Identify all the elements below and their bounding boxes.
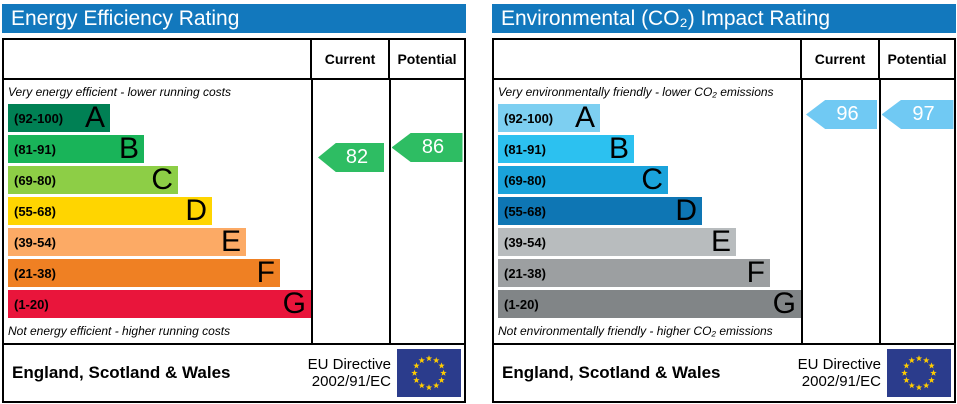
current-rating-arrow: 82 [318,143,384,172]
band-range-label: (21-38) [504,265,546,281]
potential-rating-arrow: 97 [881,100,954,129]
rating-band-d: (55-68) D [8,194,212,227]
band-range-label: (21-38) [14,265,56,281]
bottom-note: Not environmentally friendly - higher CO… [498,324,773,338]
band-range-label: (55-68) [504,203,546,219]
eu-directive-label: EU Directive 2002/91/EC [798,356,881,391]
rating-bands: (92-100) A (81-91) B (69-80) C (55-68) D (39-54)… [8,101,311,321]
rating-band-c: (69-80) C [498,163,668,196]
table-footer: England, Scotland & Wales EU Directive 2… [494,343,954,401]
rating-band-f: (21-38) F [8,256,280,289]
rating-band-g: (1-20) G [498,287,801,320]
current-value-column: 82 [311,80,389,343]
rating-band-e: (39-54) E [498,225,736,258]
region-label: England, Scotland & Wales [12,363,231,382]
bands-area: Very energy efficient - lower running co… [4,80,311,343]
current-column-header: Current [310,40,388,78]
current-column-header: Current [800,40,878,78]
region-label: England, Scotland & Wales [502,363,721,382]
rating-band-d: (55-68) D [498,194,702,227]
band-letter: C [641,163,663,196]
chart-body: Very environmentally friendly - lower CO… [494,80,954,343]
current-rating-value: 82 [345,146,369,168]
rating-bands: (92-100) A (81-91) B (69-80) C (55-68) D (39-54)… [498,101,801,321]
band-letter: E [710,225,731,258]
band-letter: B [118,132,139,165]
rating-band-b: (81-91) B [498,132,634,165]
band-range-label: (69-80) [504,172,546,188]
header-spacer [494,40,800,78]
band-range-label: (39-54) [14,234,56,250]
band-range-label: (1-20) [504,296,539,312]
rating-band-g: (1-20) G [8,287,311,320]
eu-directive-line2: 2002/91/EC [311,373,391,390]
potential-rating-value: 97 [912,103,935,125]
rating-table: Current Potential Very energy efficient … [2,38,466,403]
current-rating-value: 96 [836,103,859,125]
table-header: Current Potential [4,40,464,80]
band-range-label: (1-20) [14,296,49,312]
rating-band-b: (81-91) B [8,132,144,165]
rating-band-f: (21-38) F [498,256,770,289]
band-range-label: (39-54) [504,234,546,250]
band-letter: C [151,163,173,196]
band-letter: F [256,256,275,289]
potential-column-header: Potential [878,40,954,78]
panel-title: Environmental (CO₂) Impact Rating [492,4,956,33]
potential-value-column: 86 [388,80,465,343]
band-range-label: (81-91) [504,141,546,157]
rating-band-e: (39-54) E [8,225,246,258]
eu-directive-label: EU Directive 2002/91/EC [308,356,391,391]
header-spacer [4,40,310,78]
band-letter: D [675,194,697,227]
band-range-label: (55-68) [14,203,56,219]
band-letter: G [772,287,796,320]
band-letter: G [282,287,306,320]
current-rating-arrow: 96 [806,100,877,129]
chart-body: Very energy efficient - lower running co… [4,80,464,343]
eu-directive-line1: EU Directive [797,355,881,373]
eu-directive-line2: 2002/91/EC [801,373,881,390]
band-letter: F [746,256,765,289]
band-range-label: (92-100) [14,110,64,126]
band-letter: D [185,194,207,227]
energy-efficiency-panel: Energy Efficiency Rating Current Potenti… [2,4,466,403]
table-footer: England, Scotland & Wales EU Directive 2… [4,343,464,401]
table-header: Current Potential [494,40,954,80]
potential-value-column: 97 [878,80,955,343]
bottom-note: Not energy efficient - higher running co… [8,324,231,338]
rating-band-a: (92-100) A [8,101,110,134]
bands-area: Very environmentally friendly - lower CO… [494,80,801,343]
environmental-impact-panel: Environmental (CO₂) Impact Rating Curren… [492,4,956,403]
band-letter: A [84,101,105,134]
panel-title: Energy Efficiency Rating [2,4,466,33]
band-letter: B [608,132,629,165]
rating-band-a: (92-100) A [498,101,600,134]
rating-band-c: (69-80) C [8,163,178,196]
potential-rating-value: 86 [421,136,445,158]
potential-column-header: Potential [388,40,464,78]
eu-directive-line1: EU Directive [307,355,391,373]
potential-rating-arrow: 86 [391,133,463,162]
top-note: Very energy efficient - lower running co… [8,85,231,99]
rating-table: Current Potential Very environmentally f… [492,38,956,403]
eu-flag-icon [887,349,951,397]
band-range-label: (81-91) [14,141,56,157]
top-note: Very environmentally friendly - lower CO… [498,85,774,99]
eu-flag-icon [397,349,461,397]
current-value-column: 96 [801,80,879,343]
band-range-label: (92-100) [504,110,554,126]
band-range-label: (69-80) [14,172,56,188]
band-letter: A [574,101,595,134]
band-letter: E [220,225,241,258]
